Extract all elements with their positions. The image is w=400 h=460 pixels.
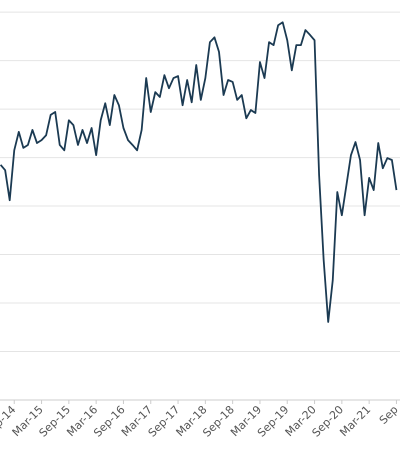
x-tick-label: Mar-21 bbox=[337, 403, 373, 439]
x-tick-label: Sep bbox=[377, 403, 400, 427]
line-series bbox=[0, 21, 398, 323]
